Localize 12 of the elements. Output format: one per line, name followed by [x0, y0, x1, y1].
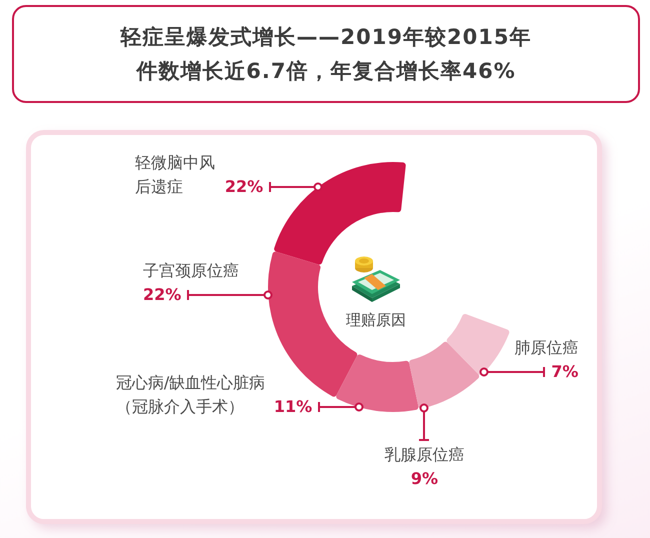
text: 理赔原因 [346, 311, 406, 330]
slice-label: 子宫颈原位癌 [142, 260, 239, 282]
slice-label: 冠心病/缺血性心脏病（冠脉介入手术） [116, 372, 266, 418]
slice-label: 轻微脑中风后遗症 [134, 152, 216, 198]
data-label: 11% [274, 396, 312, 418]
slice-label: 乳腺原位癌 [384, 444, 464, 466]
data-label: 22% [224, 176, 264, 198]
data-label: 9% [410, 468, 438, 490]
data-label: 7% [551, 361, 578, 384]
data-label: 22% [142, 284, 182, 306]
slice-label: 肺原位癌 [514, 337, 578, 360]
chart-title: 轻症呈爆发式增长——2019年较2015年件数增长近6.7倍，年复合增长率46% [119, 24, 532, 85]
